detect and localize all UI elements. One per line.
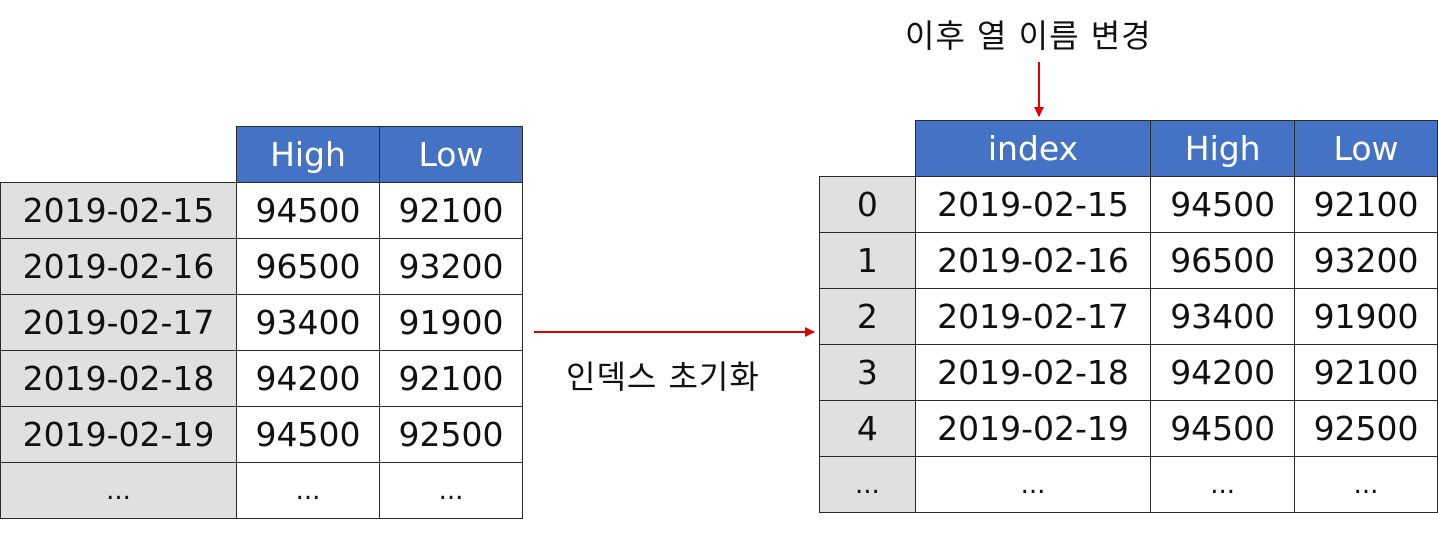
row-index-date: 2019-02-15	[0, 182, 237, 239]
table-row: 2019-02-15 94500 92100	[0, 182, 523, 239]
corner-cell	[0, 126, 237, 183]
high-cell: 94500	[236, 182, 380, 239]
original-dataframe-table: High Low 2019-02-15 94500 92100 2019-02-…	[0, 126, 523, 519]
date-cell: 2019-02-17	[914, 288, 1152, 345]
reset-index-dataframe-table: index High Low 0 2019-02-15 94500 92100 …	[819, 120, 1438, 513]
row-index-number: 0	[819, 176, 916, 233]
row-index-date: 2019-02-17	[0, 294, 237, 351]
row-index-date: ...	[0, 462, 237, 519]
high-cell: 96500	[236, 238, 380, 295]
high-cell: 94500	[1150, 400, 1296, 457]
low-cell: 92500	[379, 406, 523, 463]
column-header-index: index	[914, 120, 1152, 177]
low-cell: 92100	[379, 182, 523, 239]
low-cell: 92100	[1294, 176, 1438, 233]
rename-column-caption: 이후 열 이름 변경	[905, 17, 1152, 55]
row-index-date: 2019-02-19	[0, 406, 237, 463]
high-cell: 93400	[1150, 288, 1296, 345]
low-cell: 91900	[379, 294, 523, 351]
low-cell: 92100	[379, 350, 523, 407]
reset-index-caption: 인덱스 초기화	[566, 358, 760, 396]
corner-cell	[819, 120, 916, 177]
table-row: 3 2019-02-18 94200 92100	[819, 344, 1438, 401]
low-cell: ...	[1294, 456, 1438, 513]
row-index-number: 1	[819, 232, 916, 289]
column-header-low: Low	[1294, 120, 1438, 177]
table-row: 2019-02-18 94200 92100	[0, 350, 523, 407]
low-cell: 91900	[1294, 288, 1438, 345]
low-cell: ...	[379, 462, 523, 519]
table-row: 2019-02-16 96500 93200	[0, 238, 523, 295]
high-cell: 93400	[236, 294, 380, 351]
table-row: 0 2019-02-15 94500 92100	[819, 176, 1438, 233]
row-index-date: 2019-02-18	[0, 350, 237, 407]
table-row-ellipsis: ... ... ...	[0, 462, 523, 519]
table-row: 2019-02-19 94500 92500	[0, 406, 523, 463]
high-cell: 94200	[1150, 344, 1296, 401]
date-cell: 2019-02-18	[914, 344, 1152, 401]
low-cell: 92100	[1294, 344, 1438, 401]
table-row-ellipsis: ... ... ... ...	[819, 456, 1438, 513]
high-cell: 94500	[1150, 176, 1296, 233]
high-cell: ...	[1150, 456, 1296, 513]
table-row: 4 2019-02-19 94500 92500	[819, 400, 1438, 457]
low-cell: 93200	[1294, 232, 1438, 289]
high-cell: 96500	[1150, 232, 1296, 289]
high-cell: 94200	[236, 350, 380, 407]
low-cell: 93200	[379, 238, 523, 295]
row-index-date: 2019-02-16	[0, 238, 237, 295]
date-cell: ...	[914, 456, 1152, 513]
table-row: 2019-02-17 93400 91900	[0, 294, 523, 351]
table-header-row: High Low	[0, 126, 523, 183]
low-cell: 92500	[1294, 400, 1438, 457]
date-cell: 2019-02-19	[914, 400, 1152, 457]
table-row: 2 2019-02-17 93400 91900	[819, 288, 1438, 345]
column-header-high: High	[236, 126, 380, 183]
table-header-row: index High Low	[819, 120, 1438, 177]
table-row: 1 2019-02-16 96500 93200	[819, 232, 1438, 289]
row-index-number: 3	[819, 344, 916, 401]
date-cell: 2019-02-16	[914, 232, 1152, 289]
column-header-low: Low	[379, 126, 523, 183]
column-header-high: High	[1150, 120, 1296, 177]
